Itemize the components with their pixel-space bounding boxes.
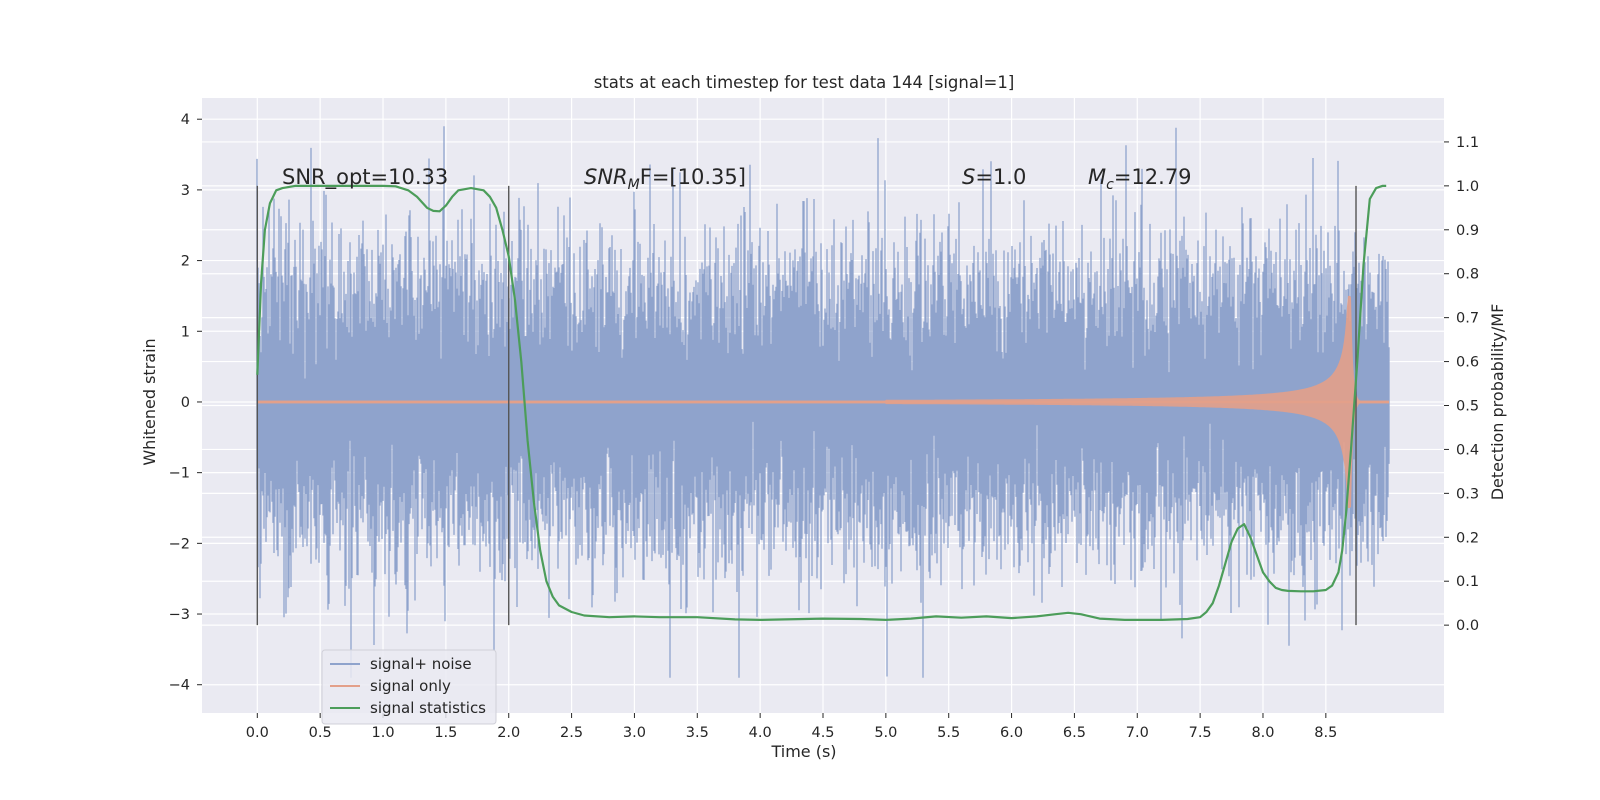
x-tick-label: 4.0 [749, 725, 772, 741]
y-axis-label: Whitened strain [140, 338, 159, 465]
x-tick-label: 8.0 [1251, 725, 1274, 741]
axes: 0.0 0.5 1.0 1.5 2.0 2.5 3.0 3.5 4.0 4.5 5.0 5.5 6.0 6… [169, 98, 1479, 741]
x-tick-label: 5.0 [874, 725, 897, 741]
y-right-tick-label: 0.1 [1456, 574, 1479, 590]
y-right-tick-label: 0.3 [1456, 486, 1479, 502]
annotation-mc-rest: =12.79 [1114, 165, 1192, 189]
y-tick-label: 2 [181, 254, 190, 270]
y-tick-label: −4 [169, 678, 190, 694]
x-tick-label: 3.5 [686, 725, 709, 741]
y-right-tick-label: 1.1 [1456, 135, 1479, 151]
annotation-snr-mf-sub: M [628, 177, 640, 193]
x-tick-label: 2.5 [560, 725, 583, 741]
legend-label-signal: signal only [370, 677, 451, 695]
statistics-line [256, 184, 1387, 622]
annotation-s: S=1.0 [962, 165, 1026, 189]
y-tick-label: −3 [169, 607, 190, 623]
annotation-snr-mf-rest: F=[10.35] [640, 165, 746, 189]
y-tick-label: −1 [169, 466, 190, 482]
x-tick-label: 5.5 [937, 725, 960, 741]
y-tick-label: 3 [181, 183, 190, 199]
legend-label-statistics: signal statistics [370, 699, 486, 717]
x-axis-label: Time (s) [770, 742, 836, 761]
x-tick-label: 7.5 [1189, 725, 1212, 741]
annotation-snr-opt: SNR_opt=10.33 [282, 165, 448, 190]
annotation-mc-sub: c [1106, 177, 1114, 193]
y-tick-label: 4 [181, 112, 190, 128]
y-tick-label: 0 [181, 395, 190, 411]
annotation-s-main: S [962, 165, 975, 189]
y-right-tick-label: 0.6 [1456, 355, 1479, 371]
x-tick-label: 7.0 [1126, 725, 1149, 741]
legend-label-noise: signal+ noise [370, 655, 472, 673]
x-tick-label: 1.0 [371, 725, 394, 741]
y-axis-ticks: −4 −3 −2 −1 0 1 2 3 4 [169, 112, 202, 694]
annotation-mc-main: M [1088, 165, 1106, 189]
y-right-axis-ticks: 0.0 0.1 0.2 0.3 0.4 0.5 0.6 0.7 0.8 0.9 1.0 1.1 [1444, 135, 1479, 634]
y-tick-label: 1 [181, 324, 190, 340]
x-axis-ticks: 0.0 0.5 1.0 1.5 2.0 2.5 3.0 3.5 4.0 4.5 5.0 5.5 6.0 6… [246, 713, 1337, 741]
annotation-snr-mf: SNRMF=[10.35] [584, 165, 746, 193]
y-right-axis-label: Detection probability/MF [1488, 304, 1507, 501]
y-right-tick-label: 0.2 [1456, 530, 1479, 546]
y-tick-label: −2 [169, 536, 190, 552]
legend-box [321, 649, 497, 725]
x-tick-label: 8.5 [1314, 725, 1337, 741]
x-tick-label: 0.0 [246, 725, 269, 741]
x-tick-label: 6.5 [1063, 725, 1086, 741]
y-right-tick-label: 0.8 [1456, 267, 1479, 283]
annotation-snr-mf-main: SNR [584, 165, 628, 189]
x-tick-label: 1.5 [434, 725, 457, 741]
legend: signal+ noise signal only signal statist… [321, 649, 497, 725]
series-signal-only [257, 295, 1389, 508]
x-tick-label: 4.5 [811, 725, 834, 741]
chart-title: stats at each timestep for test data 144… [594, 73, 1015, 92]
series-signal-statistics [256, 184, 1387, 622]
y-right-tick-label: 0.5 [1456, 399, 1479, 415]
y-right-tick-label: 0.4 [1456, 442, 1479, 458]
y-right-tick-label: 1.0 [1456, 179, 1479, 195]
y-right-tick-label: 0.0 [1456, 618, 1479, 634]
y-right-tick-label: 0.9 [1456, 223, 1479, 239]
x-tick-label: 2.0 [497, 725, 520, 741]
x-tick-label: 6.0 [1000, 725, 1023, 741]
y-right-tick-label: 0.7 [1456, 311, 1479, 327]
annotation-s-rest: =1.0 [975, 165, 1026, 189]
annotation-mc: Mc=12.79 [1088, 165, 1192, 193]
x-tick-label: 0.5 [309, 725, 332, 741]
x-tick-label: 3.0 [623, 725, 646, 741]
